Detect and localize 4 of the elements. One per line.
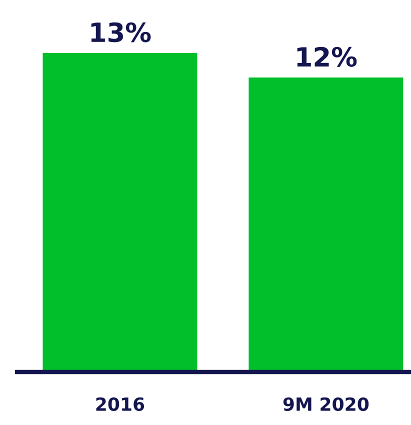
x-tick-label: 2016 [96, 397, 144, 411]
data-label: 13% [91, 22, 151, 42]
data-label: 12% [297, 46, 357, 67]
x-tick-label: 9M 2020 [283, 397, 369, 411]
